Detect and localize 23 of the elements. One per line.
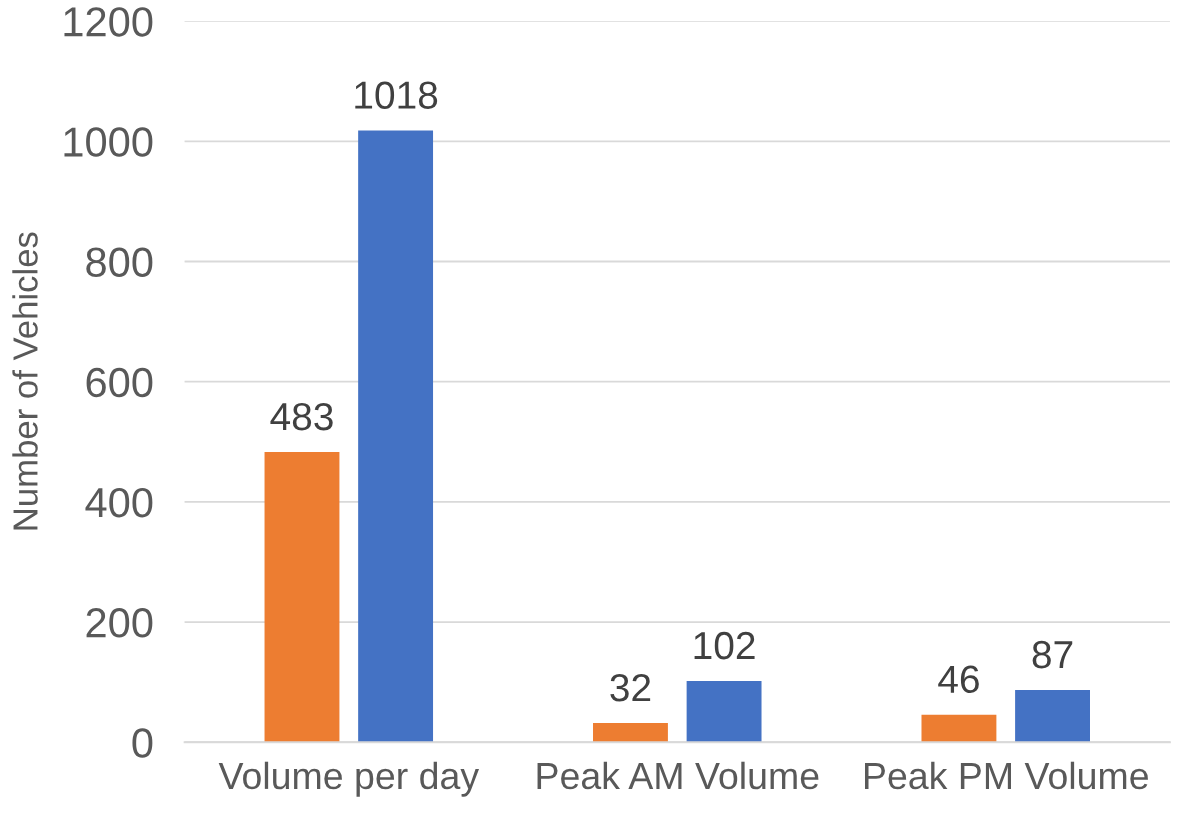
bar [264,452,340,743]
bar [593,723,668,743]
y-tick-label: 200 [86,608,153,638]
y-tick-label: 400 [85,487,153,518]
y-tick-label: 1000 [64,127,153,157]
y-tick-label: 0 [132,728,153,758]
x-tick-label: Peak PM Volume [865,761,1148,790]
y-tick-label: 800 [86,247,153,278]
bar [1015,689,1090,743]
data-label: 87 [1032,640,1073,669]
x-tick-label: Peak AM Volume [537,761,819,790]
y-tick-label: 600 [86,367,153,398]
y-axis-title: Number of Vehicles [12,232,38,530]
bar [921,714,997,743]
y-tick-label: 1200 [64,7,153,37]
data-label: 1018 [355,81,438,109]
data-label: 102 [694,631,755,660]
data-label: 32 [610,673,651,702]
data-label: 46 [938,665,979,694]
bar [686,680,762,743]
bar [358,130,434,743]
data-label: 483 [270,402,333,431]
x-tick-label: Volume per day [218,761,480,797]
